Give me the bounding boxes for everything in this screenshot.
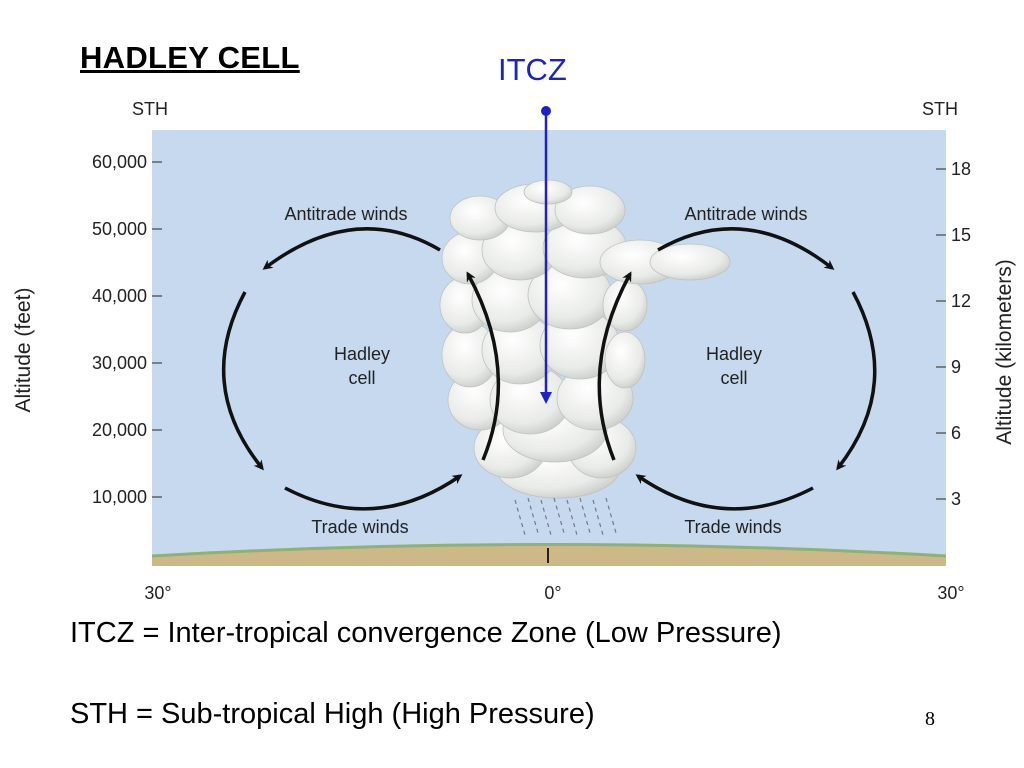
rain-streaks-icon [514,497,617,536]
left-tick-label: 30,000 [92,353,147,373]
right-cell-label-line2: cell [720,368,747,388]
right-tick-label: 18 [951,159,971,179]
sth-definition: STH = Sub-tropical High (High Pressure) [70,698,595,730]
cumulonimbus-cloud-icon [439,179,731,499]
itcz-label: ITCZ [498,52,567,87]
itcz-definition: ITCZ = Inter-tropical convergence Zone (… [70,617,782,649]
left-axis-label: Altitude (feet) [12,288,35,413]
right-tick-label: 12 [951,291,971,311]
page-number: 8 [925,708,935,730]
sth-label-left: STH [132,99,168,119]
left-circulation-arrows-icon [221,227,501,511]
left-tick-label: 60,000 [92,152,147,172]
right-axis-label: Altitude (kilometers) [993,259,1016,445]
left-trade-label: Trade winds [311,517,408,537]
slide-title: HADLEY CELL [80,40,300,75]
left-cell-label-line1: Hadley [334,344,390,364]
right-antitrade-label: Antitrade winds [684,204,807,224]
right-axis [936,168,946,500]
right-tick-label: 9 [951,357,961,377]
left-tick-label: 20,000 [92,420,147,440]
left-cell-label-line2: cell [348,368,375,388]
right-circulation-arrows-icon [597,227,877,511]
right-cell-label-line1: Hadley [706,344,762,364]
right-trade-label: Trade winds [684,517,781,537]
latitude-label-left: 30° [144,583,171,603]
latitude-label-center: 0° [544,583,561,603]
hadley-cell-diagram: 60,000 50,000 40,000 30,000 20,000 10,00… [0,85,1024,615]
right-tick-label: 3 [951,489,961,509]
left-tick-label: 40,000 [92,286,147,306]
left-axis [152,161,162,498]
sth-label-right: STH [922,99,958,119]
right-tick-label: 15 [951,225,971,245]
itcz-pointer-icon [540,106,552,404]
right-tick-label: 6 [951,423,961,443]
latitude-label-right: 30° [937,583,964,603]
left-tick-label: 50,000 [92,219,147,239]
left-antitrade-label: Antitrade winds [284,204,407,224]
left-tick-label: 10,000 [92,487,147,507]
